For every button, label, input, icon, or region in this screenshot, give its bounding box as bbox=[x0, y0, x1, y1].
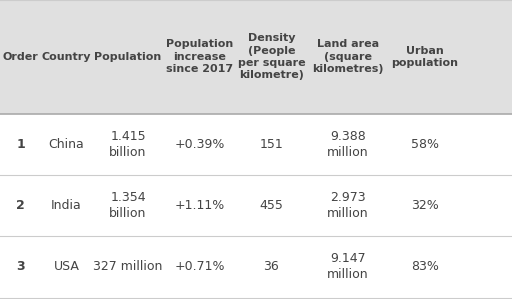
Text: USA: USA bbox=[54, 260, 79, 273]
Text: 1.354
billion: 1.354 billion bbox=[110, 191, 146, 220]
Text: 9.388
million: 9.388 million bbox=[327, 130, 369, 159]
Text: 327 million: 327 million bbox=[93, 260, 163, 273]
Text: Land area
(square
kilometres): Land area (square kilometres) bbox=[312, 39, 384, 74]
Text: China: China bbox=[49, 138, 84, 151]
Text: 3: 3 bbox=[16, 260, 25, 273]
Text: Density
(People
per square
kilometre): Density (People per square kilometre) bbox=[238, 33, 305, 80]
Text: Order: Order bbox=[3, 52, 38, 62]
Text: +1.11%: +1.11% bbox=[175, 199, 225, 212]
Text: 58%: 58% bbox=[411, 138, 439, 151]
Bar bbox=[0, 0, 512, 114]
Text: 36: 36 bbox=[264, 260, 279, 273]
Text: +0.71%: +0.71% bbox=[175, 260, 225, 273]
Text: 151: 151 bbox=[260, 138, 283, 151]
Text: +0.39%: +0.39% bbox=[175, 138, 225, 151]
Bar bbox=[0, 114, 512, 175]
Bar bbox=[0, 236, 512, 298]
Text: 1.415
billion: 1.415 billion bbox=[110, 130, 146, 159]
Text: 2: 2 bbox=[16, 199, 25, 212]
Text: Population: Population bbox=[94, 52, 162, 62]
Text: 9.147
million: 9.147 million bbox=[327, 252, 369, 281]
Text: 455: 455 bbox=[260, 199, 283, 212]
Text: 83%: 83% bbox=[411, 260, 439, 273]
Text: 1: 1 bbox=[16, 138, 25, 151]
Text: Population
increase
since 2017: Population increase since 2017 bbox=[166, 39, 233, 74]
Text: 32%: 32% bbox=[411, 199, 439, 212]
Text: 2.973
million: 2.973 million bbox=[327, 191, 369, 220]
Text: Country: Country bbox=[42, 52, 91, 62]
Text: Urban
population: Urban population bbox=[392, 46, 458, 68]
Text: India: India bbox=[51, 199, 82, 212]
Bar bbox=[0, 175, 512, 236]
